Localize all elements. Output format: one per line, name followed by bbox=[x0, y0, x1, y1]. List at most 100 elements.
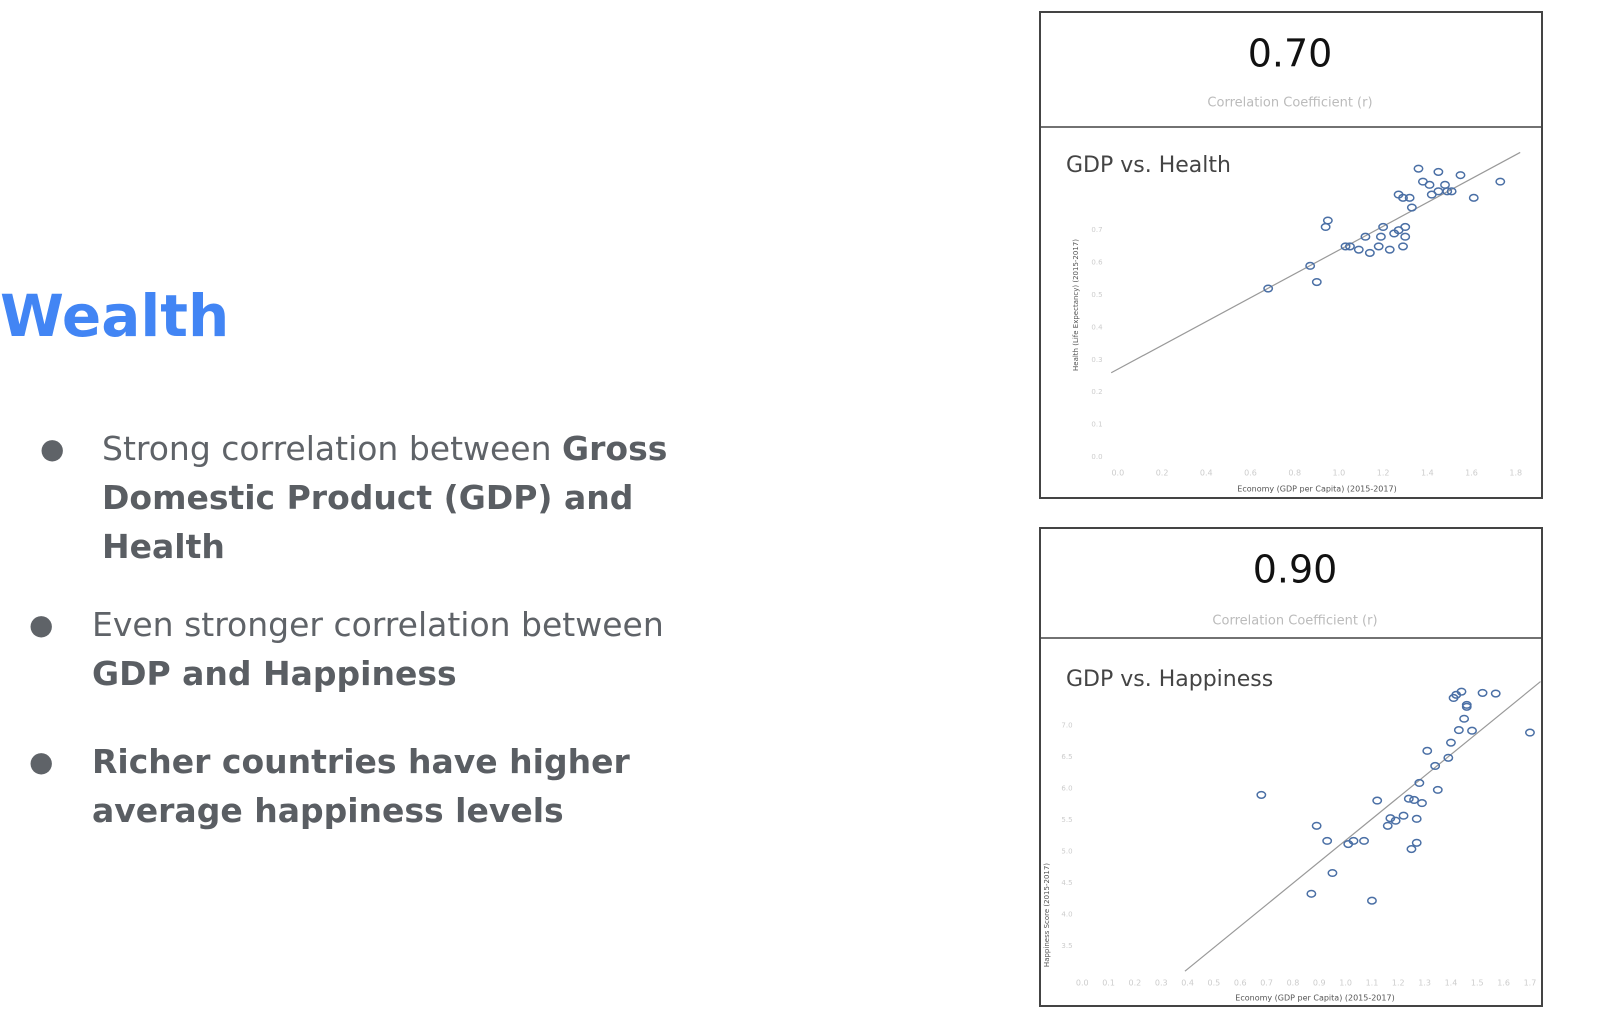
scatter-point bbox=[1443, 753, 1454, 762]
scatter-point bbox=[1398, 811, 1409, 820]
x-tick-label: 0.9 bbox=[1313, 979, 1326, 988]
x-tick-label: 0.7 bbox=[1260, 979, 1273, 988]
scatter-point bbox=[1322, 216, 1333, 225]
trend-line bbox=[1184, 681, 1541, 972]
x-tick-label: 1.3 bbox=[1418, 979, 1431, 988]
scatter-point bbox=[1311, 278, 1322, 287]
scatter-point bbox=[1375, 232, 1386, 241]
x-tick-label: 0.8 bbox=[1288, 469, 1301, 478]
x-tick-label: 1.2 bbox=[1392, 979, 1405, 988]
scatter-point bbox=[1467, 726, 1477, 735]
scatter-point bbox=[1495, 177, 1506, 186]
chart-title: GDP vs. Health bbox=[1066, 153, 1231, 178]
panel-frame bbox=[1039, 527, 1543, 1007]
scatter-point bbox=[1398, 242, 1408, 251]
y-tick-label: 4.5 bbox=[1061, 879, 1072, 887]
scatter-point bbox=[1359, 836, 1369, 845]
x-tick-label: 0.4 bbox=[1181, 979, 1194, 988]
scatter-point bbox=[1322, 836, 1333, 845]
scatter-point bbox=[1353, 245, 1364, 254]
x-tick-label: 1.4 bbox=[1421, 469, 1434, 478]
y-tick-label: 5.0 bbox=[1061, 848, 1072, 856]
x-tick-label: 0.6 bbox=[1234, 979, 1247, 988]
scatter-point bbox=[1382, 821, 1393, 830]
scatter-point bbox=[1446, 738, 1456, 747]
scatter-point bbox=[1413, 164, 1424, 173]
trend-line bbox=[1110, 151, 1521, 374]
scatter-point bbox=[1406, 845, 1417, 854]
chart-panel: 0.90 Correlation Coefficient (r) GDP vs. H… bbox=[1039, 527, 1543, 1007]
scatter-point bbox=[1340, 242, 1351, 251]
scatter-point bbox=[1525, 728, 1535, 737]
scatter-point bbox=[1403, 794, 1414, 803]
scatter-point bbox=[1404, 193, 1415, 202]
y-axis-label: Health (Life Expectancy) (2015-2017) bbox=[1072, 239, 1080, 371]
x-tick-label: 1.0 bbox=[1333, 469, 1346, 478]
scatter-point bbox=[1461, 700, 1472, 709]
scatter-point bbox=[1422, 746, 1433, 755]
scatter-point bbox=[1417, 799, 1427, 808]
scatter-point bbox=[1360, 232, 1371, 241]
bullet: ● Richer countries have higher average ha… bbox=[29, 737, 672, 835]
bullet: ● Even stronger correlation between GDP a… bbox=[29, 600, 672, 698]
x-tick-label: 1.4 bbox=[1445, 979, 1458, 988]
y-tick-label: 6.5 bbox=[1061, 753, 1072, 761]
y-tick-label: 0.4 bbox=[1091, 323, 1103, 331]
y-tick-label: 7.0 bbox=[1061, 722, 1072, 730]
scatter-point bbox=[1390, 816, 1401, 825]
scatter-point bbox=[1378, 222, 1389, 232]
scatter-point bbox=[1400, 232, 1411, 241]
scatter-point bbox=[1433, 167, 1444, 176]
scatter-point bbox=[1305, 261, 1316, 270]
scatter-point bbox=[1411, 838, 1422, 847]
scatter-point bbox=[1455, 171, 1466, 180]
scatter-point bbox=[1490, 689, 1501, 698]
scatter-point bbox=[1430, 761, 1441, 771]
y-tick-label: 6.0 bbox=[1061, 785, 1072, 793]
scatter-point bbox=[1414, 778, 1425, 788]
scatter-point bbox=[1398, 193, 1408, 202]
x-tick-label: 0.0 bbox=[1111, 469, 1124, 478]
bullet-text: Richer countries have higher average hap… bbox=[92, 742, 630, 830]
slide-title: Wealth bbox=[0, 282, 230, 350]
stat-label: Correlation Coefficient (r) bbox=[1207, 96, 1372, 111]
scatter-point bbox=[1384, 245, 1395, 254]
scatter-point bbox=[1327, 868, 1338, 878]
x-tick-label: 1.1 bbox=[1366, 979, 1379, 988]
x-tick-label: 0.0 bbox=[1076, 979, 1089, 988]
scatter-point bbox=[1453, 726, 1464, 735]
panel-frame bbox=[1039, 11, 1543, 499]
scatter-point bbox=[1366, 896, 1377, 905]
scatter-point bbox=[1411, 814, 1422, 823]
x-tick-label: 1.6 bbox=[1497, 979, 1510, 988]
scatter-point bbox=[1468, 193, 1479, 202]
scatter-point bbox=[1442, 187, 1453, 196]
stat-value: 0.90 bbox=[1253, 548, 1338, 592]
scatter-point bbox=[1459, 714, 1470, 723]
scatter-point bbox=[1373, 242, 1384, 251]
x-tick-label: 0.6 bbox=[1244, 469, 1257, 478]
y-tick-label: 0.7 bbox=[1091, 226, 1102, 234]
stat-label: Correlation Coefficient (r) bbox=[1212, 614, 1377, 629]
y-tick-label: 0.0 bbox=[1091, 453, 1102, 461]
x-tick-label: 1.8 bbox=[1509, 469, 1522, 478]
bullet-text: Strong correlation between bbox=[102, 429, 563, 468]
bullet-dot: ● bbox=[29, 745, 54, 778]
y-tick-label: 3.5 bbox=[1061, 942, 1072, 950]
scatter-point bbox=[1409, 795, 1420, 805]
scatter-point bbox=[1256, 790, 1267, 799]
scatter-point bbox=[1364, 248, 1375, 257]
scatter-point bbox=[1477, 688, 1488, 697]
bullet-text: Gross Domestic Product (GDP) and Health bbox=[102, 429, 668, 566]
x-tick-label: 0.2 bbox=[1156, 469, 1169, 478]
y-tick-label: 0.6 bbox=[1091, 259, 1103, 267]
scatter-point bbox=[1400, 222, 1411, 232]
scatter-point bbox=[1311, 821, 1322, 830]
scatter-point bbox=[1306, 889, 1317, 898]
x-tick-label: 0.1 bbox=[1102, 979, 1115, 988]
x-tick-label: 0.2 bbox=[1129, 979, 1142, 988]
x-axis-label: Economy (GDP per Capita) (2015-2017) bbox=[1237, 485, 1396, 494]
scatter-point bbox=[1345, 242, 1355, 251]
